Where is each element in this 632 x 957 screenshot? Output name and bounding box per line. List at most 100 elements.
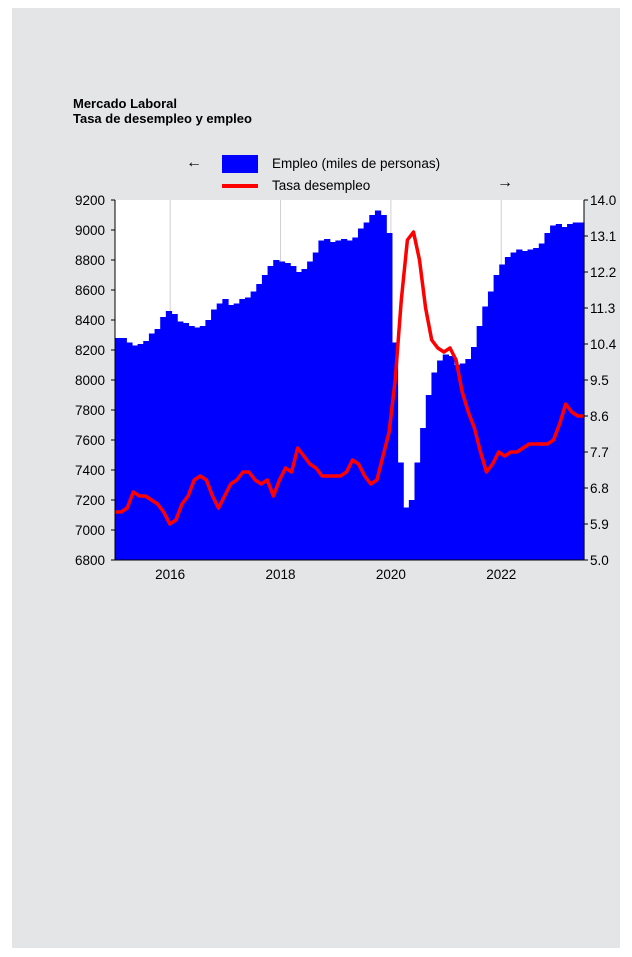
employment-bar bbox=[425, 395, 433, 560]
x-tick-label: 2016 bbox=[155, 567, 185, 582]
employment-bar bbox=[267, 266, 274, 560]
left-tick-label: 7200 bbox=[75, 493, 105, 508]
right-tick-label: 5.9 bbox=[590, 517, 609, 532]
employment-bar bbox=[239, 299, 246, 560]
employment-bar bbox=[295, 272, 303, 560]
right-tick-label: 6.8 bbox=[590, 481, 609, 496]
right-tick-label: 5.0 bbox=[590, 553, 609, 568]
left-tick-label: 8200 bbox=[75, 343, 105, 358]
employment-bar bbox=[369, 215, 376, 560]
employment-bar bbox=[250, 291, 257, 560]
chart-title-block: Mercado Laboral Tasa de desempleo y empl… bbox=[73, 96, 252, 126]
employment-bar bbox=[154, 329, 161, 560]
left-axis-ticks: 9200 9000 8800 8600 8400 8200 8000 7800 7600 7400… bbox=[75, 193, 115, 568]
chart-subtitle: Tasa de desempleo y empleo bbox=[73, 111, 252, 126]
employment-bar bbox=[420, 428, 427, 560]
employment-bar bbox=[533, 248, 540, 560]
employment-bar bbox=[211, 309, 218, 560]
chart-title: Mercado Laboral bbox=[73, 96, 178, 111]
right-tick-label: 11.3 bbox=[590, 301, 615, 316]
employment-bar bbox=[448, 356, 455, 560]
employment-bar bbox=[504, 257, 512, 560]
employment-bar bbox=[397, 462, 404, 560]
x-axis-ticks: 2016 2018 2020 2022 bbox=[155, 567, 516, 582]
employment-bar bbox=[561, 227, 568, 560]
employment-bars bbox=[115, 210, 585, 560]
employment-bar bbox=[408, 500, 416, 560]
employment-bar bbox=[454, 365, 461, 560]
employment-bar bbox=[290, 266, 297, 560]
x-tick-label: 2018 bbox=[266, 567, 296, 582]
employment-bar bbox=[567, 224, 574, 560]
employment-bar bbox=[318, 240, 325, 560]
employment-bar bbox=[352, 237, 359, 560]
employment-bar bbox=[182, 323, 190, 560]
employment-bar bbox=[521, 251, 529, 560]
employment-bar bbox=[386, 233, 393, 560]
employment-bar bbox=[363, 222, 370, 560]
x-tick-label: 2022 bbox=[486, 567, 516, 582]
employment-bar bbox=[465, 359, 472, 560]
right-tick-label: 10.4 bbox=[590, 337, 617, 352]
employment-bar bbox=[527, 249, 534, 560]
employment-bar bbox=[137, 344, 144, 560]
left-tick-label: 8400 bbox=[75, 313, 105, 328]
employment-bar bbox=[414, 462, 421, 560]
employment-bar bbox=[177, 321, 184, 560]
employment-bar bbox=[222, 299, 229, 560]
x-tick-label: 2020 bbox=[376, 567, 406, 582]
employment-bar bbox=[228, 305, 235, 560]
employment-bar bbox=[510, 252, 517, 560]
employment-bar bbox=[346, 240, 353, 560]
employment-bar bbox=[171, 314, 178, 560]
employment-bar bbox=[324, 239, 331, 560]
employment-bar bbox=[233, 303, 240, 560]
employment-bar bbox=[131, 345, 139, 560]
employment-bar bbox=[307, 261, 314, 560]
unemployment-series-line bbox=[115, 230, 584, 526]
right-tick-label: 7.7 bbox=[590, 445, 609, 460]
right-tick-label: 13.1 bbox=[590, 229, 616, 244]
left-tick-label: 9000 bbox=[75, 223, 105, 238]
employment-bar bbox=[278, 261, 286, 560]
left-tick-label: 6800 bbox=[75, 553, 105, 568]
employment-bar bbox=[312, 252, 320, 560]
left-tick-label: 8000 bbox=[75, 373, 105, 388]
employment-bar bbox=[538, 243, 546, 560]
employment-bar bbox=[516, 249, 523, 560]
employment-bar bbox=[329, 242, 336, 560]
left-tick-label: 9200 bbox=[75, 193, 105, 208]
employment-bar bbox=[256, 284, 263, 560]
employment-bar bbox=[115, 338, 122, 560]
employment-bar bbox=[437, 360, 444, 560]
right-tick-label: 9.5 bbox=[590, 373, 609, 388]
employment-bar bbox=[148, 333, 156, 560]
employment-bar bbox=[143, 341, 150, 560]
employment-bar bbox=[550, 225, 557, 560]
right-tick-label: 12.2 bbox=[590, 265, 616, 280]
left-tick-label: 8800 bbox=[75, 253, 105, 268]
right-tick-label: 8.6 bbox=[590, 409, 609, 424]
employment-bar bbox=[301, 269, 308, 560]
employment-bar bbox=[126, 342, 133, 560]
employment-bar bbox=[442, 354, 449, 560]
right-tick-label: 14.0 bbox=[590, 193, 616, 208]
employment-bar bbox=[403, 507, 410, 560]
left-tick-label: 7400 bbox=[75, 463, 105, 478]
employment-bar bbox=[165, 311, 173, 560]
employment-bar bbox=[357, 228, 365, 560]
employment-bar bbox=[188, 326, 195, 560]
employment-bar bbox=[194, 327, 201, 560]
unemployment-line bbox=[115, 230, 584, 526]
employment-bar bbox=[487, 291, 495, 560]
employment-bar bbox=[544, 233, 551, 560]
left-tick-label: 7800 bbox=[75, 403, 105, 418]
employment-bar bbox=[160, 317, 167, 560]
employment-bar bbox=[572, 222, 579, 560]
employment-bar bbox=[380, 215, 387, 560]
employment-bar bbox=[391, 342, 399, 560]
employment-bar bbox=[205, 320, 212, 560]
employment-bar bbox=[244, 297, 252, 560]
employment-bar bbox=[374, 210, 382, 560]
